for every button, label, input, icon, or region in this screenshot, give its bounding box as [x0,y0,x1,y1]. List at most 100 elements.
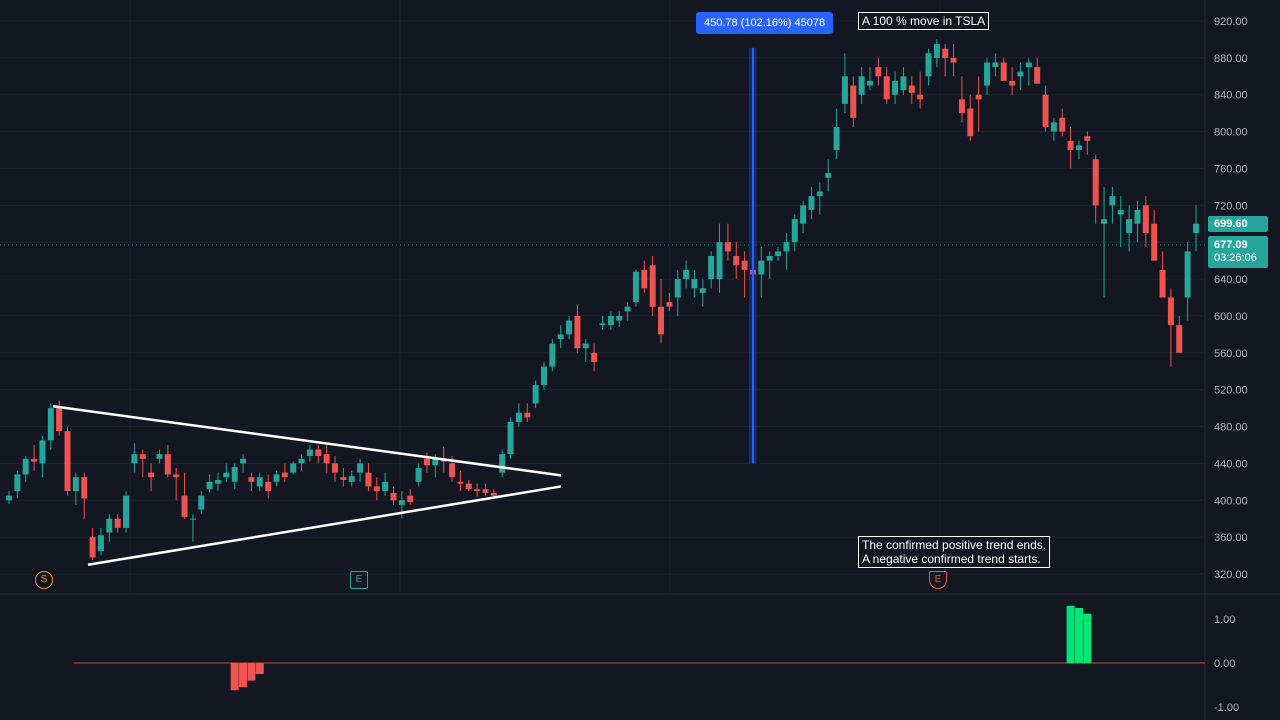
candle-body [724,242,731,252]
candle-body [214,479,221,484]
candle-body [290,463,297,473]
candle-body [231,467,238,482]
price-tick-label: 480.00 [1214,422,1248,434]
countdown-timer: 03:26:06 [1214,252,1257,264]
candle-body [281,472,288,478]
candle-body [641,269,648,289]
candle-body [198,495,205,510]
candle-body [825,173,832,178]
candle-body [206,481,213,490]
price-tick-label: 880.00 [1214,53,1248,65]
candle-body [866,80,873,86]
candle-body [708,256,715,280]
oscillator-bar [1066,605,1075,663]
last-price-tag: 677.09 03:26:06 [1208,236,1268,268]
candle-body [131,454,138,464]
candle-body [81,477,88,499]
candle-body [332,463,339,473]
price-tick-label: 840.00 [1214,90,1248,102]
measure-tool[interactable] [748,47,757,464]
price-tick-label: 720.00 [1214,200,1248,212]
candle-body [632,271,639,303]
candle-body [22,458,29,475]
candle-body [31,458,38,462]
candle-body [123,495,130,528]
candle-body [1017,71,1024,77]
candle-body [97,535,104,551]
candle-body [357,463,364,473]
candle-body [64,431,71,492]
candle-body [791,219,798,243]
oscillator-bar [1074,608,1083,663]
price-tick-label: 600.00 [1214,311,1248,323]
candle-body [407,495,414,503]
signal-start-marker[interactable]: S [35,571,53,589]
oscillator-bar [247,663,256,681]
candle-body [683,269,690,280]
price-tick-label: 560.00 [1214,348,1248,360]
upper-trendline [52,405,562,477]
signal-end-marker-1[interactable]: E [350,571,368,589]
candle-body [674,279,681,298]
candle-body [733,256,740,266]
candle-body [1050,122,1057,132]
candle-body [1092,159,1099,206]
candle-body [72,477,79,492]
high-price-tag: 699.60 [1208,216,1268,232]
candles [6,39,1199,561]
last-price-value: 677.09 [1214,239,1248,251]
candle-body [106,518,113,533]
measure-label[interactable]: 450.78 (102.16%) 45078 [696,12,834,34]
signal-end-marker-2[interactable]: E [929,571,947,589]
note-top[interactable]: A 100 % move in TSLA [858,12,990,30]
candle-body [858,76,865,95]
candle-body [1109,196,1116,206]
note-bottom[interactable]: The confirmed positive trend ends. A neg… [858,536,1051,568]
oscillator-tick-label: 1.00 [1214,614,1235,626]
oscillator-bar [230,663,239,691]
candle-body [833,126,840,151]
candle-body [248,477,255,482]
candle-body [6,495,12,501]
candle-body [875,67,882,77]
candle-body [524,412,531,418]
candle-body [348,476,355,482]
candle-body [256,477,263,487]
triangle-trendlines[interactable] [52,405,562,567]
note-bottom-line1: The confirmed positive trend ends. [862,538,1047,552]
candle-body [181,495,188,517]
candle-body [582,343,589,349]
candle-body [624,306,631,312]
candle-body [415,468,422,482]
price-axis[interactable]: 920.00880.00840.00800.00760.00720.00680.… [1214,16,1248,581]
candle-body [841,76,848,104]
candle-body [1059,117,1066,132]
price-tick-label: 400.00 [1214,495,1248,507]
candle-body [574,315,581,349]
oscillator-tick-label: 0.00 [1214,658,1235,670]
candle-body [398,500,405,505]
candle-body [1075,145,1082,151]
price-tick-label: 800.00 [1214,127,1248,139]
oscillator-pane [74,605,1205,691]
candle-body [390,492,397,501]
candle-body [189,518,196,520]
price-tick-label: 520.00 [1214,385,1248,397]
candle-body [599,323,606,326]
candle-body [89,537,96,558]
candle-body [423,458,430,466]
candle-body [549,343,556,367]
oscillator-bar [239,663,248,688]
candle-body [800,205,807,224]
candle-body [164,454,171,475]
candle-body [457,481,464,484]
candle-body [1184,251,1191,298]
price-tick-label: 320.00 [1214,569,1248,581]
candle-body [373,486,380,492]
price-tick-label: 440.00 [1214,458,1248,470]
candle-body [1084,136,1091,141]
candle-body [1101,219,1108,224]
candle-body [223,472,230,478]
candle-body [465,483,472,490]
